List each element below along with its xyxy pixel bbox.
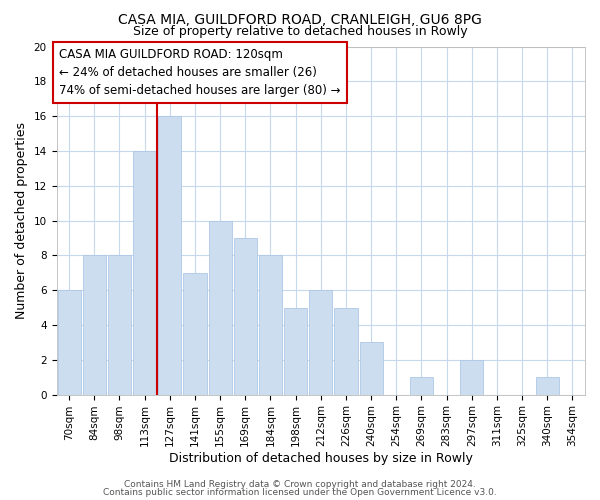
Bar [410, 377, 433, 394]
Bar [58, 290, 80, 395]
Bar [309, 290, 332, 395]
Text: Size of property relative to detached houses in Rowly: Size of property relative to detached ho… [133, 25, 467, 38]
Text: CASA MIA, GUILDFORD ROAD, CRANLEIGH, GU6 8PG: CASA MIA, GUILDFORD ROAD, CRANLEIGH, GU6… [118, 12, 482, 26]
Bar [259, 256, 282, 394]
Bar [158, 116, 181, 394]
Bar [108, 256, 131, 394]
Bar [460, 360, 484, 394]
Bar [536, 377, 559, 394]
Text: Contains public sector information licensed under the Open Government Licence v3: Contains public sector information licen… [103, 488, 497, 497]
Bar [209, 220, 232, 394]
Bar [284, 308, 307, 394]
Bar [133, 151, 156, 394]
Y-axis label: Number of detached properties: Number of detached properties [15, 122, 28, 319]
Text: CASA MIA GUILDFORD ROAD: 120sqm
← 24% of detached houses are smaller (26)
74% of: CASA MIA GUILDFORD ROAD: 120sqm ← 24% of… [59, 48, 341, 97]
Bar [233, 238, 257, 394]
Text: Contains HM Land Registry data © Crown copyright and database right 2024.: Contains HM Land Registry data © Crown c… [124, 480, 476, 489]
Bar [83, 256, 106, 394]
Bar [184, 273, 206, 394]
X-axis label: Distribution of detached houses by size in Rowly: Distribution of detached houses by size … [169, 452, 473, 465]
Bar [334, 308, 358, 394]
Bar [359, 342, 383, 394]
